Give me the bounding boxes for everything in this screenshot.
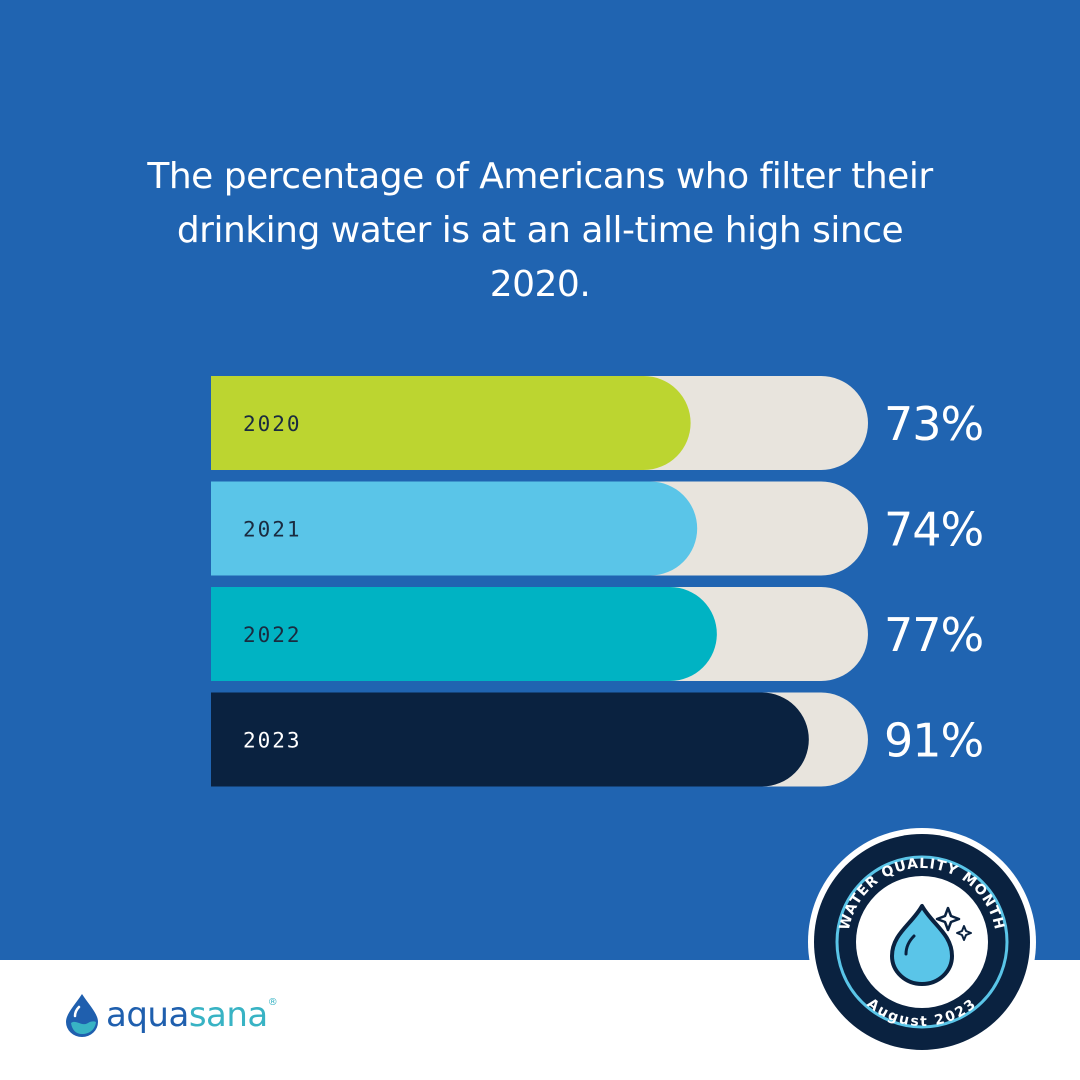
category-label: 2022 (243, 623, 302, 647)
value-label: 91% (884, 714, 983, 768)
bar-2023 (211, 692, 809, 787)
value-label: 74% (884, 503, 983, 557)
water-drop-icon (66, 994, 98, 1037)
bar-group-2020: 2020 73% (211, 376, 984, 470)
category-label: 2020 (243, 412, 302, 436)
value-label: 77% (884, 608, 983, 662)
category-label: 2021 (243, 518, 302, 542)
water-quality-month-badge: WATER QUALITY MONTH August 2023 (808, 828, 1036, 1056)
bar-2021 (211, 481, 698, 576)
bar-group-2023: 2023 91% (211, 692, 984, 787)
headline: The percentage of Americans who filter t… (147, 156, 933, 305)
value-label: 73% (884, 397, 983, 451)
aquasana-logo: aquasana® (62, 990, 278, 1040)
logo-text-aqua: aqua (106, 995, 189, 1035)
registered-mark: ® (267, 997, 278, 1008)
sparkling-water-drop-icon (890, 904, 972, 986)
category-label: 2023 (243, 729, 302, 753)
bar-2022 (211, 587, 717, 681)
bar-chart: 2020 73% 2021 74% 2022 77% 2023 91% (211, 376, 984, 787)
bar-group-2021: 2021 74% (211, 481, 984, 576)
logo-text-sana: sana (188, 995, 268, 1035)
bar-group-2022: 2022 77% (211, 587, 984, 681)
background-panel (0, 0, 1080, 960)
bar-2020 (211, 376, 691, 470)
